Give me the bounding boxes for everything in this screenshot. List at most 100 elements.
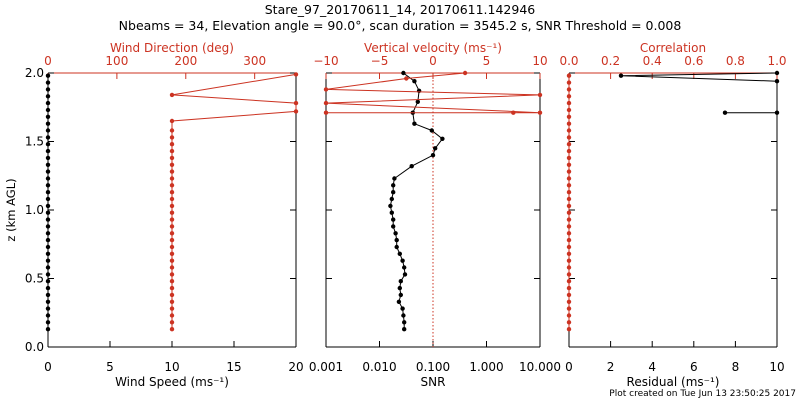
wind-wind-speed-point: [45, 244, 51, 250]
wind-wind-direction-point: [293, 72, 299, 77]
correlation-residual-point: [566, 313, 572, 318]
correlation-top-tick-label: 0.8: [726, 54, 745, 68]
wind-wind-direction-point: [169, 183, 175, 188]
wind-wind-speed-point: [45, 107, 51, 113]
wind-wind-speed-point: [45, 210, 51, 215]
correlation-residual-point: [566, 292, 572, 298]
wind-wind-direction-point: [169, 155, 175, 161]
wind-wind-speed-point: [45, 183, 51, 188]
wind-wind-speed-point: [45, 265, 51, 270]
wind-x-tick-label: 15: [226, 360, 241, 374]
wind-wind-speed-point: [45, 217, 51, 222]
wind-wind-speed-point: [45, 162, 51, 167]
wind-wind-direction-point: [169, 258, 175, 263]
snr-vertical-velocity-point: [511, 110, 516, 115]
snr-x-tick-label: 1.000: [469, 360, 503, 374]
y-tick-label: 2.0: [25, 66, 44, 80]
correlation-x-tick-label: 6: [690, 360, 698, 374]
wind-wind-direction-point: [169, 224, 175, 229]
snr-snr-point: [388, 203, 393, 209]
snr-top-tick-label: −5: [371, 54, 389, 68]
correlation-residual-point: [566, 258, 572, 263]
wind-wind-speed-point: [45, 135, 51, 140]
snr-snr-point: [397, 251, 402, 256]
correlation-residual-point: [566, 251, 572, 256]
snr-snr-point: [398, 279, 403, 284]
snr-top-tick-label: −10: [313, 54, 338, 68]
correlation-correlation-upper-point: [774, 79, 780, 84]
wind-top-tick-label: 100: [105, 54, 128, 68]
wind-wind-speed-point: [45, 306, 51, 311]
wind-x-axis-title: Wind Speed (ms⁻¹): [115, 375, 229, 389]
wind-wind-direction-point: [169, 118, 175, 124]
wind-wind-direction-point: [169, 285, 175, 291]
snr-snr-point: [391, 224, 396, 229]
snr-snr-point: [389, 210, 394, 215]
correlation-top-axis-title: Correlation: [640, 41, 706, 55]
wind-wind-direction-point: [169, 299, 175, 304]
snr-snr-point: [402, 320, 407, 325]
correlation-x-tick-label: 2: [607, 360, 615, 374]
wind-wind-speed-point: [45, 190, 51, 195]
wind-wind-speed-point: [45, 155, 51, 161]
snr-snr-point: [409, 164, 414, 169]
snr-snr-point: [398, 292, 403, 298]
wind-wind-direction-point: [169, 306, 175, 311]
wind-wind-direction-point: [169, 196, 175, 202]
correlation-residual-point: [566, 169, 572, 174]
snr-vertical-velocity-point: [537, 92, 543, 98]
snr-vertical-velocity-point: [462, 70, 468, 76]
wind-wind-speed-point: [45, 285, 51, 291]
snr-snr-point: [402, 265, 407, 270]
correlation-correlation-point: [722, 110, 728, 115]
correlation-x-tick-label: 8: [732, 360, 740, 374]
correlation-top-tick-label: 1.0: [767, 54, 786, 68]
correlation-residual-point: [566, 148, 572, 154]
snr-vertical-velocity-point: [323, 100, 329, 106]
wind-wind-speed-point: [45, 203, 51, 209]
correlation-top-tick-label: 0.2: [601, 54, 620, 68]
correlation-residual-point: [566, 155, 572, 161]
wind-x-tick-label: 20: [288, 360, 303, 374]
wind-wind-speed-point: [45, 237, 51, 243]
wind-x-tick-label: 10: [164, 360, 179, 374]
wind-wind-speed-point: [45, 258, 51, 263]
wind-wind-direction-point: [169, 135, 175, 140]
wind-x-tick-label: 0: [44, 360, 52, 374]
wind-wind-direction-point: [169, 142, 175, 147]
wind-wind-direction-point: [169, 210, 175, 215]
wind-wind-speed-point: [45, 196, 51, 202]
wind-wind-speed-point: [45, 142, 51, 147]
snr-vertical-velocity-line: [325, 72, 541, 114]
correlation-top-tick-label: 0.6: [684, 54, 703, 68]
wind-wind-speed-point: [45, 251, 51, 256]
correlation-residual-point: [566, 162, 572, 167]
wind-wind-speed-point: [45, 80, 51, 85]
wind-wind-direction-point: [169, 128, 175, 133]
wind-wind-direction-point: [169, 231, 175, 236]
snr-snr-point: [394, 237, 399, 243]
correlation-residual-point: [566, 107, 572, 113]
correlation-residual-point: [566, 80, 572, 85]
correlation-correlation-upper-point: [774, 70, 780, 76]
correlation-residual-point: [566, 128, 572, 133]
snr-snr-point: [393, 231, 398, 236]
snr-snr-point: [401, 313, 406, 318]
correlation-correlation-upper-point: [618, 73, 624, 78]
snr-top-tick-label: 5: [483, 54, 491, 68]
snr-top-tick-label: 10: [532, 54, 547, 68]
correlation-correlation-point: [774, 110, 780, 115]
correlation-x-tick-label: 0: [565, 360, 573, 374]
wind-wind-speed-point: [45, 279, 51, 284]
snr-vertical-velocity-point: [323, 110, 329, 115]
wind-wind-speed-point: [45, 121, 51, 126]
wind-wind-direction-point: [169, 313, 175, 318]
snr-snr-point: [400, 258, 405, 263]
figure-subtitle: Nbeams = 34, Elevation angle = 90.0°, sc…: [119, 18, 682, 33]
correlation-residual-point: [566, 73, 572, 78]
snr-x-tick-label: 0.001: [309, 360, 343, 374]
correlation-residual-point: [566, 135, 572, 140]
snr-snr-point: [391, 183, 396, 188]
wind-wind-direction-point: [169, 203, 175, 209]
